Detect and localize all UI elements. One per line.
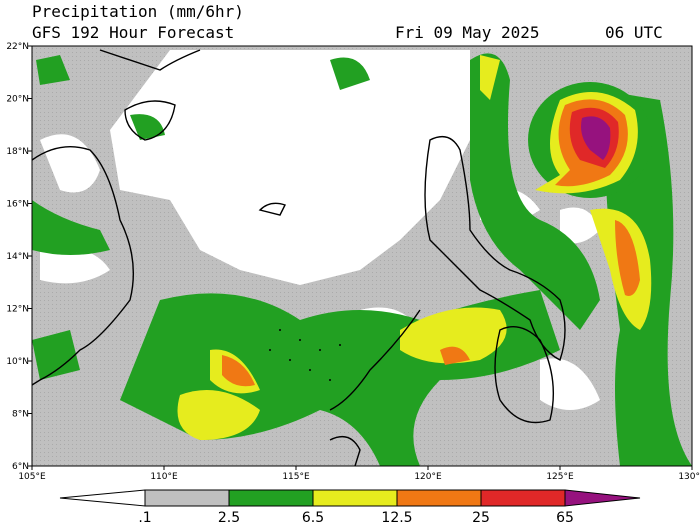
colorbar-segment: [396, 489, 482, 507]
colorbar-label: 2.5: [218, 510, 240, 525]
lon-tick-label: 105°E: [18, 472, 46, 482]
lat-tick-label: 6°N: [12, 462, 29, 472]
lat-tick-label: 16°N: [6, 200, 29, 210]
lon-tick-label: 125°E: [546, 472, 574, 482]
colorbar-segment: [480, 489, 566, 507]
lon-tick-label: 110°E: [150, 472, 178, 482]
lon-tick-label: 120°E: [414, 472, 442, 482]
colorbar-segment: [312, 489, 398, 507]
lat-tick-label: 20°N: [6, 95, 29, 105]
coastlines: [32, 49, 566, 466]
title: Precipitation (mm/6hr): [32, 2, 244, 21]
subtitle: GFS 192 Hour Forecast: [32, 23, 234, 42]
lat-tick-label: 14°N: [6, 252, 29, 262]
typhoon: [528, 82, 652, 198]
lat-tick-label: 10°N: [6, 357, 29, 367]
lon-tick-label: 130°E: [678, 472, 700, 482]
lon-tick-label: 115°E: [282, 472, 310, 482]
reefs: [269, 329, 341, 381]
colorbar-segment: [144, 489, 230, 507]
lat-tick-label: 22°N: [6, 42, 29, 52]
colorbar-label: 12.5: [381, 510, 412, 525]
colorbar: .1 2.5 6.5 12.5 25 65: [59, 489, 641, 525]
lat-tick-label: 12°N: [6, 305, 29, 315]
colorbar-label: .1: [138, 510, 151, 525]
date: Fri 09 May 2025: [395, 23, 540, 42]
colorbar-segment: [59, 489, 146, 507]
colorbar-label: 6.5: [302, 510, 324, 525]
colorbar-segment: [564, 489, 641, 507]
colorbar-label: 25: [472, 510, 490, 525]
lat-tick-label: 8°N: [12, 410, 29, 420]
precip-field: [32, 46, 692, 466]
time: 06 UTC: [605, 23, 663, 42]
lat-tick-label: 18°N: [6, 147, 29, 157]
colorbar-label: 65: [556, 510, 574, 525]
colorbar-segment: [228, 489, 314, 507]
